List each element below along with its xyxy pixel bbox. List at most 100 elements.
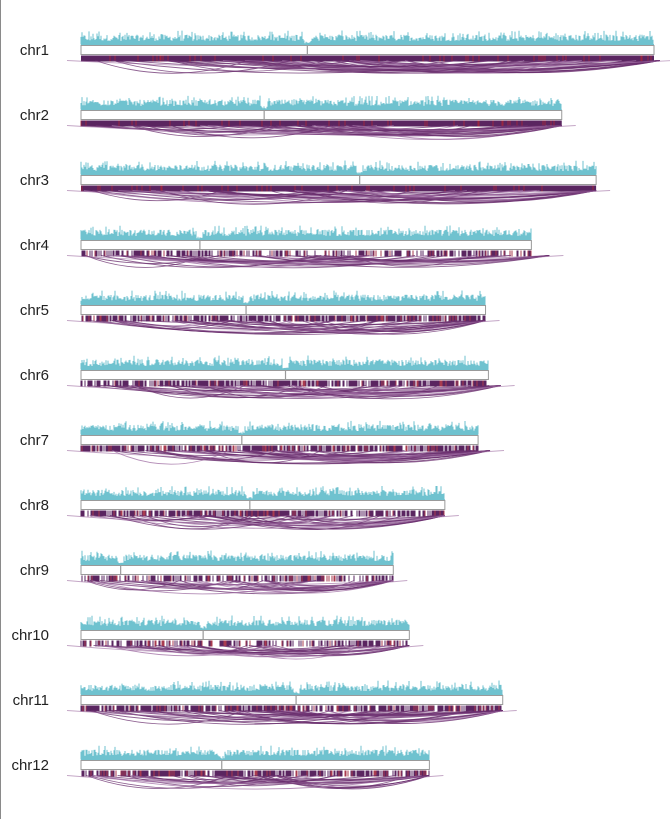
link-arc — [251, 320, 416, 333]
chromosome-row-chr5: chr5 — [20, 290, 500, 335]
chromosome-row-chr2: chr2 — [20, 95, 576, 140]
link-arc-envelope — [66, 580, 408, 589]
link-arc — [229, 385, 385, 397]
link-arc — [96, 320, 486, 335]
chromosome-row-chr12: chr12 — [11, 745, 444, 790]
marker-strip — [80, 705, 503, 712]
link-arc — [423, 60, 660, 72]
marker-ticks — [80, 445, 479, 452]
marker-ticks — [81, 575, 394, 582]
link-arc — [236, 125, 546, 131]
density-track — [80, 615, 410, 630]
link-arcs — [66, 385, 515, 400]
chromosome-label: chr3 — [20, 172, 49, 189]
marker-strip — [80, 120, 562, 127]
marker-ticks-red — [86, 250, 532, 257]
marker-strip — [81, 185, 597, 192]
link-arc — [219, 645, 358, 653]
link-arcs — [66, 645, 424, 660]
marker-strip — [81, 770, 430, 777]
chromosome-row-chr4: chr4 — [20, 225, 564, 269]
chromosome-box — [80, 110, 563, 120]
marker-ticks — [81, 250, 531, 257]
marker-strip — [81, 315, 486, 322]
marker-strip — [80, 380, 489, 387]
chromosome-box — [80, 240, 532, 250]
chromosome-row-chr10: chr10 — [11, 615, 424, 660]
link-arc — [219, 710, 473, 724]
chromosome-label: chr1 — [20, 42, 49, 59]
marker-strip — [80, 510, 445, 517]
link-arc — [95, 60, 249, 74]
chromosome-row-chr7: chr7 — [20, 420, 505, 465]
link-arc — [221, 60, 660, 74]
link-arc — [158, 450, 279, 461]
link-arc — [347, 190, 540, 197]
link-arc — [255, 775, 430, 788]
link-arc-envelope — [66, 710, 517, 719]
link-arc — [215, 775, 430, 785]
link-arc — [126, 580, 394, 586]
marker-ticks — [80, 380, 487, 387]
marker-strip — [80, 445, 479, 452]
chromosome-box — [80, 45, 655, 55]
link-arcs — [66, 255, 564, 269]
chromosome-label: chr6 — [20, 367, 49, 384]
link-arc — [130, 645, 324, 656]
density-track — [80, 745, 430, 760]
link-arc — [284, 385, 501, 400]
chromosome-row-chr11: chr11 — [13, 680, 517, 725]
density-bars — [80, 355, 489, 370]
density-track — [80, 225, 532, 240]
link-arc — [95, 125, 237, 131]
link-arcs — [66, 320, 500, 335]
link-arcs — [66, 60, 670, 74]
marker-ticks — [81, 315, 486, 322]
density-track — [80, 290, 486, 305]
chromosome-row-chr3: chr3 — [20, 160, 611, 205]
marker-strip-bg — [81, 185, 597, 192]
chromosome-box — [80, 500, 446, 510]
density-bars — [80, 30, 654, 45]
chromosome-box — [80, 305, 487, 315]
chromosome-box — [80, 760, 430, 770]
marker-strip-bg — [81, 55, 654, 62]
link-arc — [258, 255, 550, 268]
link-arc — [211, 320, 486, 326]
chromosome-row-chr9: chr9 — [20, 550, 408, 595]
chromosome-box — [80, 435, 479, 445]
density-bars — [80, 745, 430, 760]
chromosome-label: chr12 — [11, 757, 49, 774]
chromosome-label: chr11 — [13, 692, 49, 709]
link-arc — [106, 710, 374, 723]
marker-strip-bg — [81, 640, 410, 647]
link-arc — [91, 580, 314, 595]
link-arc-envelope — [66, 255, 564, 264]
density-bars — [80, 160, 597, 175]
link-arc — [156, 450, 352, 461]
link-arcs — [66, 710, 517, 725]
chromosome-label: chr9 — [20, 562, 49, 579]
link-arc — [189, 775, 279, 783]
link-arc — [185, 515, 445, 527]
chromosome-box — [80, 175, 597, 185]
link-arc — [139, 125, 511, 135]
link-arc-envelope — [66, 385, 515, 394]
link-arc — [255, 710, 503, 716]
link-arc — [184, 255, 367, 262]
link-arc — [112, 450, 230, 465]
marker-ticks-red — [81, 445, 474, 452]
chromosome-box — [80, 695, 504, 705]
chromosome-rows: chr1 chr2 chr3 chr4 chr5 chr6 chr7 chr8 chr9 chr1… — [11, 30, 670, 790]
marker-ticks-red — [114, 380, 484, 387]
link-arc — [111, 515, 293, 530]
marker-ticks — [80, 705, 502, 712]
marker-strip-bg — [81, 120, 562, 127]
link-arc-envelope — [66, 645, 424, 654]
link-arc-envelope — [66, 125, 576, 134]
link-arc — [214, 775, 430, 782]
link-arc — [116, 320, 231, 327]
chromosome-box — [80, 370, 489, 380]
link-arcs — [66, 515, 459, 530]
link-arc — [140, 580, 241, 587]
